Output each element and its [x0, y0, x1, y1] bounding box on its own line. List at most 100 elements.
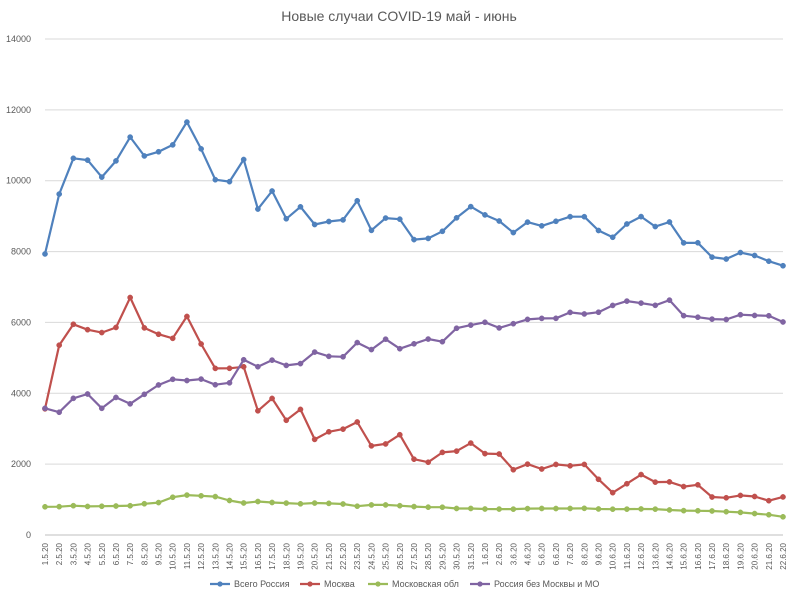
data-point	[269, 188, 275, 194]
data-point	[652, 302, 659, 309]
data-point	[751, 312, 758, 319]
x-tick-label: 9.6.20	[595, 542, 604, 565]
data-point	[84, 326, 91, 333]
data-point	[581, 213, 588, 220]
data-point	[368, 502, 375, 508]
data-point	[666, 219, 673, 225]
data-point	[524, 316, 531, 323]
x-tick-label: 22.6.20	[779, 542, 788, 569]
x-tick-label: 17.6.20	[708, 542, 717, 569]
data-point	[184, 119, 190, 125]
x-tick-label: 1.6.20	[481, 542, 490, 565]
data-point	[609, 506, 616, 513]
x-tick-label: 31.5.20	[467, 542, 476, 569]
data-point	[595, 476, 602, 483]
data-point	[98, 329, 105, 336]
data-point	[226, 178, 233, 185]
data-point	[538, 466, 545, 472]
series-line-2	[43, 296, 784, 502]
data-point	[780, 494, 786, 500]
y-tick-label: 8000	[11, 247, 31, 257]
data-point	[723, 508, 730, 515]
data-point	[283, 500, 290, 506]
data-point	[226, 379, 233, 386]
x-tick-label: 13.5.20	[211, 542, 220, 569]
legend-label: Московская обл	[392, 579, 459, 589]
data-point	[411, 456, 417, 463]
data-point	[453, 505, 460, 512]
x-tick-label: 16.6.20	[694, 542, 703, 569]
data-point	[595, 309, 602, 316]
data-point	[467, 203, 474, 210]
data-point	[737, 492, 744, 499]
data-point	[737, 311, 744, 318]
data-point	[709, 494, 715, 500]
data-point	[240, 156, 247, 163]
data-point	[368, 443, 375, 449]
y-tick-label: 4000	[11, 388, 31, 398]
data-point	[283, 362, 290, 369]
x-tick-label: 18.5.20	[282, 542, 291, 569]
x-tick-label: 24.5.20	[367, 542, 376, 569]
data-point	[169, 335, 176, 342]
y-tick-label: 14000	[6, 34, 31, 44]
data-point	[269, 357, 275, 363]
data-point	[198, 492, 204, 499]
data-point	[184, 377, 190, 384]
data-point	[694, 481, 701, 488]
data-point	[453, 325, 460, 332]
x-tick-label: 20.6.20	[751, 542, 760, 569]
y-tick-label: 0	[26, 530, 31, 540]
data-point	[127, 502, 134, 509]
data-point	[638, 506, 644, 512]
data-point	[70, 395, 77, 402]
x-tick-label: 16.5.20	[254, 542, 263, 569]
data-point	[709, 254, 715, 260]
legend-marker	[217, 581, 223, 587]
x-tick-label: 11.5.20	[183, 542, 192, 569]
data-point	[482, 450, 488, 457]
data-point	[311, 349, 318, 355]
data-point	[42, 503, 48, 510]
data-point	[467, 505, 474, 512]
data-point	[751, 493, 758, 500]
data-point	[269, 499, 275, 506]
data-point	[751, 252, 758, 259]
x-tick-label: 7.6.20	[566, 542, 575, 565]
data-point	[113, 503, 119, 509]
x-tick-label: 19.6.20	[736, 542, 745, 569]
data-point	[524, 461, 531, 467]
data-point	[411, 236, 417, 243]
data-point	[311, 436, 318, 443]
x-tick-label: 21.5.20	[325, 542, 334, 569]
x-tick-label: 28.5.20	[424, 542, 433, 569]
data-point	[765, 497, 772, 504]
data-point	[382, 441, 389, 447]
x-tick-label: 12.6.20	[637, 542, 646, 569]
data-point	[425, 235, 432, 242]
legend-label: Москва	[324, 579, 355, 589]
data-point	[184, 492, 190, 498]
x-tick-label: 2.6.20	[495, 542, 504, 565]
data-point	[425, 336, 432, 342]
data-point	[311, 500, 318, 506]
data-point	[141, 325, 148, 331]
data-point	[155, 382, 162, 388]
data-point	[98, 405, 105, 412]
x-tick-label: 17.5.20	[268, 542, 277, 569]
data-point	[425, 504, 432, 511]
data-point	[212, 365, 219, 372]
x-tick-label: 8.6.20	[580, 542, 589, 565]
data-point	[680, 483, 687, 490]
x-tick-label: 10.6.20	[609, 542, 618, 569]
data-point	[723, 494, 730, 501]
x-tick-label: 10.5.20	[169, 542, 178, 569]
x-tick-label: 5.5.20	[98, 542, 107, 565]
data-point	[652, 223, 659, 230]
y-tick-label: 6000	[11, 317, 31, 327]
data-point	[666, 507, 673, 513]
data-point	[311, 221, 318, 228]
data-point	[723, 256, 730, 262]
x-tick-label: 20.5.20	[311, 542, 320, 569]
chart-title: Новые случаи COVID-19 май - июнь	[281, 8, 517, 24]
